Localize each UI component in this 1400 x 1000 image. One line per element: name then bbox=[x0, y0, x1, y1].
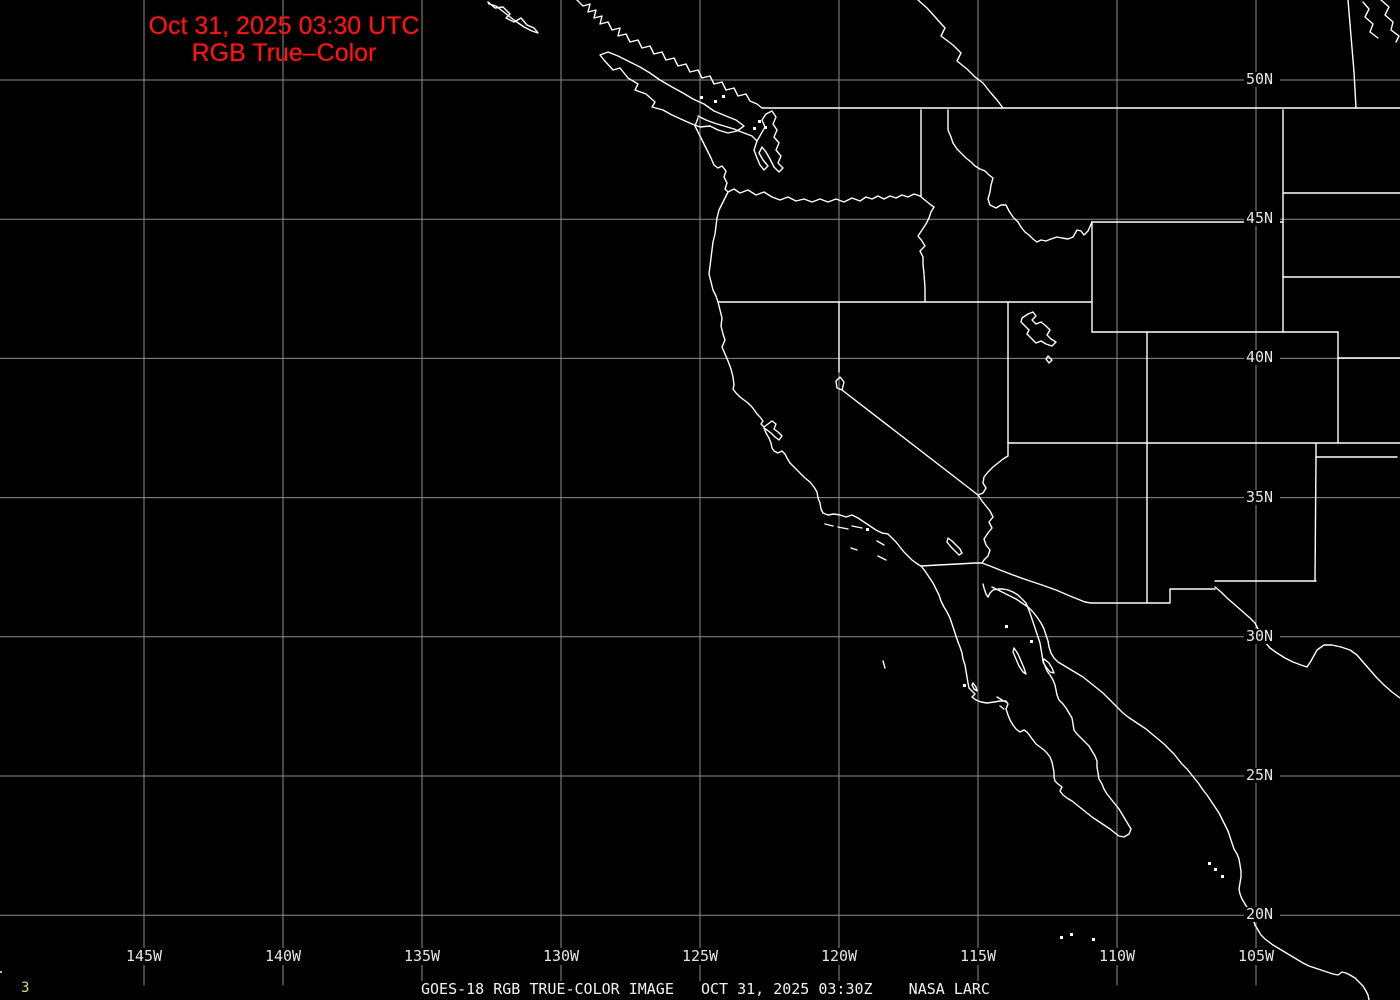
island-dot bbox=[1214, 868, 1217, 871]
map-line bbox=[946, 537, 963, 556]
map-line bbox=[882, 660, 886, 669]
island-dot bbox=[1208, 862, 1211, 865]
latitude-label: 25N bbox=[1244, 768, 1280, 783]
map-line bbox=[487, 1, 539, 34]
map-line bbox=[1042, 658, 1055, 674]
island-dot bbox=[0, 971, 2, 973]
map-line bbox=[920, 562, 1216, 604]
title-datetime: Oct 31, 2025 03:30 UTC bbox=[148, 12, 420, 40]
longitude-label: 125W bbox=[679, 948, 721, 965]
island-dot bbox=[963, 684, 966, 687]
map-line bbox=[991, 586, 1370, 1000]
latitude-label: 40N bbox=[1244, 350, 1280, 366]
map-line bbox=[697, 110, 784, 173]
map-line bbox=[877, 555, 887, 561]
map-line bbox=[694, 117, 921, 203]
map-line bbox=[917, 0, 1004, 109]
map-line bbox=[1012, 647, 1027, 675]
map-line bbox=[947, 109, 1093, 243]
frame-number: 3 bbox=[21, 980, 30, 996]
island-dot bbox=[1060, 936, 1063, 939]
map-line bbox=[1380, 0, 1400, 43]
map-line bbox=[837, 526, 849, 530]
map-line bbox=[1020, 311, 1057, 347]
map-line bbox=[1347, 0, 1357, 109]
longitude-label: 135W bbox=[401, 948, 443, 965]
map-line bbox=[999, 705, 1005, 710]
island-dot bbox=[722, 95, 725, 98]
island-dot bbox=[1092, 938, 1095, 941]
map-line bbox=[1214, 586, 1400, 699]
latitude-label: 35N bbox=[1244, 489, 1280, 505]
latitude-label: 20N bbox=[1244, 907, 1280, 923]
map-line bbox=[876, 540, 885, 546]
map-line bbox=[850, 547, 858, 551]
map-line bbox=[835, 376, 845, 391]
island-dot bbox=[1030, 640, 1033, 643]
longitude-label: 110W bbox=[1096, 948, 1138, 965]
longitude-label: 115W bbox=[957, 948, 999, 965]
island-dot bbox=[753, 127, 756, 130]
map-line bbox=[996, 696, 1007, 703]
island-dot bbox=[1005, 625, 1008, 628]
longitude-label: 105W bbox=[1235, 948, 1277, 965]
map-line bbox=[1045, 355, 1053, 364]
map-line bbox=[1314, 442, 1317, 582]
island-dot bbox=[758, 120, 761, 123]
map-line bbox=[824, 523, 834, 527]
map-line bbox=[708, 191, 1132, 838]
map-line bbox=[971, 682, 978, 692]
image-caption: GOES-18 RGB TRUE-COLOR IMAGE OCT 31, 202… bbox=[419, 980, 992, 998]
map-line bbox=[599, 51, 745, 134]
map-line bbox=[1362, 1, 1379, 39]
longitude-label: 120W bbox=[818, 948, 860, 965]
latitude-label: 45N bbox=[1244, 211, 1280, 227]
island-dot bbox=[866, 528, 869, 531]
island-dot bbox=[1070, 933, 1073, 936]
map-line bbox=[917, 195, 935, 303]
map-line bbox=[841, 389, 979, 496]
latitude-label: 30N bbox=[1244, 628, 1280, 644]
longitude-label: 140W bbox=[262, 948, 304, 965]
longitude-label: 145W bbox=[123, 948, 165, 965]
map-line bbox=[576, 0, 763, 109]
island-dot bbox=[1221, 875, 1224, 878]
longitude-label: 130W bbox=[540, 948, 582, 965]
island-dot bbox=[714, 100, 717, 103]
island-dot bbox=[700, 96, 703, 99]
timestamp-title: Oct 31, 2025 03:30 UTC RGB True–Color bbox=[128, 13, 440, 67]
map-line bbox=[977, 442, 1009, 496]
map-line bbox=[851, 525, 863, 529]
title-product: RGB True–Color bbox=[191, 39, 377, 67]
island-dot bbox=[764, 126, 767, 129]
latitude-label: 50N bbox=[1244, 72, 1280, 87]
map-line bbox=[977, 494, 994, 564]
